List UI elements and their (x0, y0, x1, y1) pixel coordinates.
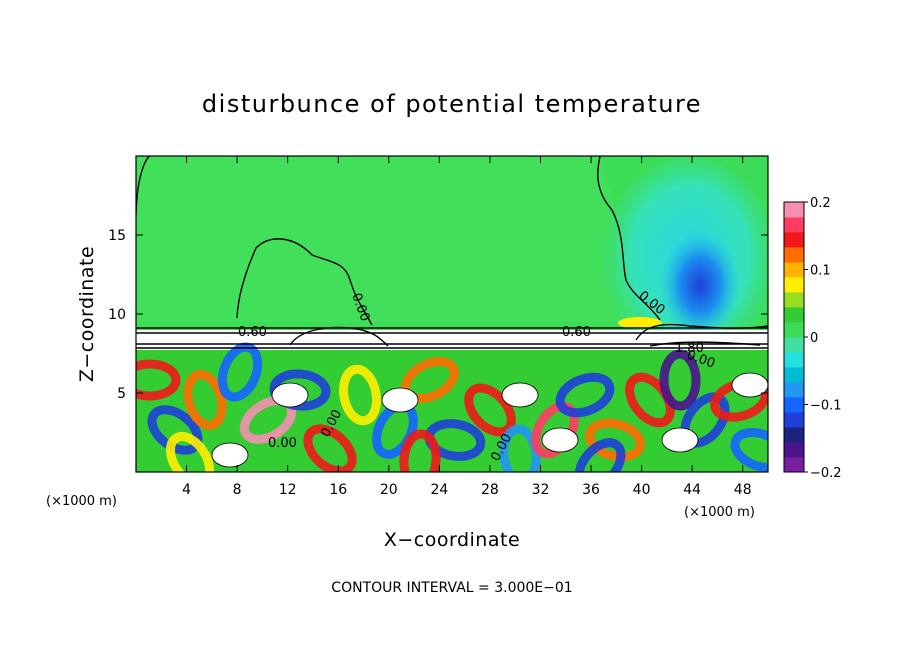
colorbar-swatch (784, 442, 804, 458)
turbulence-eddy (165, 432, 215, 472)
turbulence-eddy (555, 372, 615, 418)
colorbar-swatch (784, 397, 804, 413)
contour-label: 0.00 (268, 436, 297, 451)
turbulent-layer (136, 342, 768, 472)
turbulence-eddy (574, 438, 626, 472)
colorbar-swatch (784, 247, 804, 263)
x-axis: 4 8 12 16 20 24 28 32 36 40 44 48 (182, 156, 752, 498)
upper-light-region (136, 156, 640, 322)
contour-right-low (635, 323, 768, 347)
colorbar-swatch (784, 262, 804, 278)
colorbar-tick-label: 0.1 (810, 264, 831, 279)
x-tick-label: 28 (481, 482, 499, 498)
colorbar-swatch (784, 382, 804, 398)
x-tick-label: 48 (734, 482, 752, 498)
x-tick-label: 24 (430, 482, 448, 498)
contour-label: 0.60 (562, 325, 591, 340)
y-tick-label: 5 (117, 386, 126, 402)
y-tick-label: 10 (108, 307, 126, 323)
turbulence-eddy (136, 359, 181, 401)
y-tick-label: 15 (108, 228, 126, 244)
contour-dome (236, 238, 373, 326)
turbulence-cell (271, 382, 309, 408)
turbulence-cell (731, 372, 768, 398)
colorbar-swatch (784, 322, 804, 338)
colorbar: 0.2 0.1 0 −0.1 −0.2 (783, 196, 842, 481)
x-tick-label: 44 (683, 482, 701, 498)
colorbar-swatch (784, 412, 804, 428)
colorbar-swatch (784, 352, 804, 368)
contour-mid-low (289, 326, 389, 347)
colorbar-swatch (784, 427, 804, 443)
x-tick-label: 32 (532, 482, 550, 498)
contour-interval: CONTOUR INTERVAL = 3.000E−01 (331, 580, 572, 596)
turbulence-eddy (183, 370, 227, 430)
colorbar-swatch (784, 232, 804, 248)
x-tick-label: 20 (380, 482, 398, 498)
turbulence-eddy (659, 349, 701, 411)
contour-label: −1.80 (664, 341, 704, 356)
turbulence-eddy (730, 428, 768, 472)
x-tick-label: 8 (233, 482, 242, 498)
x-unit-label: (×1000 m) (46, 494, 117, 509)
z-unit-label: (×1000 m) (684, 505, 755, 520)
turbulence-eddy (399, 429, 441, 472)
x-axis-label: X−coordinate (384, 529, 520, 551)
colorbar-swatch (784, 307, 804, 323)
colorbar-swatch (784, 202, 804, 218)
turbulence-cell (211, 442, 249, 468)
turbulence-eddy (585, 418, 645, 462)
x-tick-label: 12 (279, 482, 297, 498)
colorbar-swatch (784, 292, 804, 308)
turbulence-cell (541, 427, 579, 453)
turbulence-cell (501, 382, 539, 408)
colorbar-swatch (784, 367, 804, 383)
colorbar-swatch (784, 457, 804, 473)
blue-anomaly (660, 230, 740, 340)
yellow-patch (618, 317, 662, 329)
y-axis-label: Z−coordinate (76, 246, 98, 382)
stable-layer (136, 330, 768, 350)
colorbar-swatch (784, 277, 804, 293)
turbulence-eddy (303, 424, 357, 472)
plot-area (136, 156, 768, 472)
x-tick-label: 36 (582, 482, 600, 498)
turbulence-eddy (339, 364, 381, 426)
turbulence-cell (661, 427, 699, 453)
contour-label: 0.60 (238, 325, 267, 340)
turbulence-cell (381, 387, 419, 413)
colorbar-tick-label: 0 (810, 331, 818, 346)
x-tick-label: 40 (633, 482, 651, 498)
colorbar-tick-label: −0.2 (810, 466, 842, 481)
colorbar-swatch (784, 217, 804, 233)
colorbar-tick-label: 0.2 (810, 196, 831, 211)
colorbar-tick-label: −0.1 (810, 399, 842, 414)
x-tick-label: 4 (182, 482, 191, 498)
chart-title: disturbunce of potential temperature (202, 90, 702, 118)
contour-band-top (136, 327, 768, 334)
colorbar-swatch (784, 337, 804, 353)
y-axis: 5 10 15 (108, 228, 768, 402)
x-tick-label: 16 (329, 482, 347, 498)
